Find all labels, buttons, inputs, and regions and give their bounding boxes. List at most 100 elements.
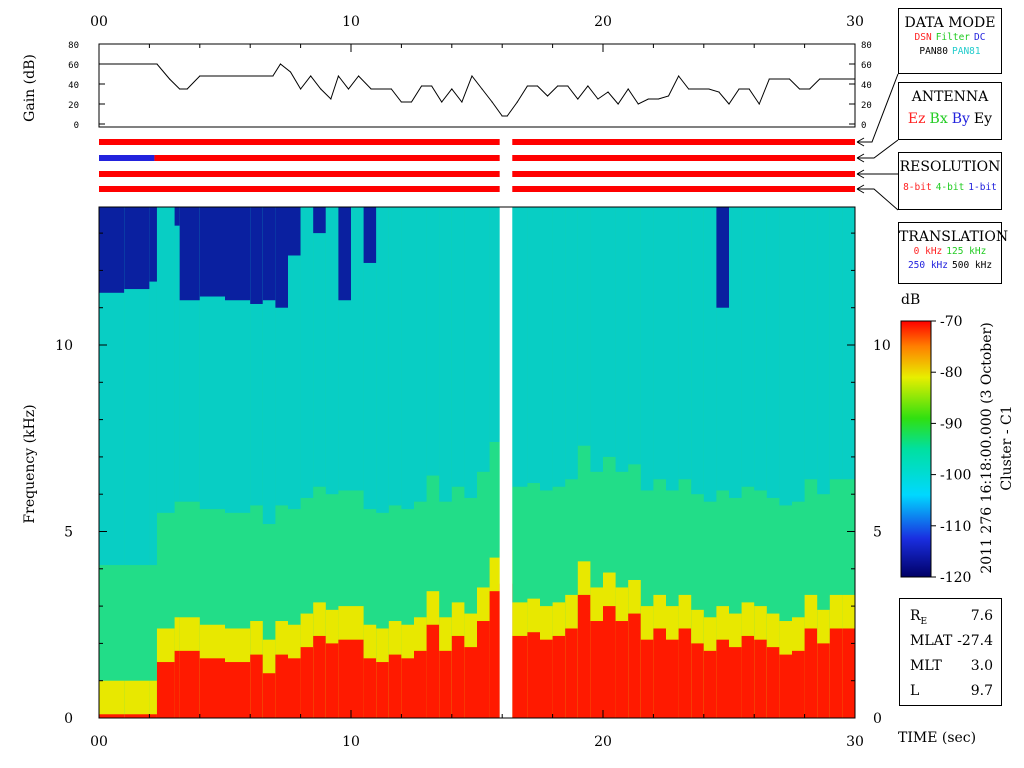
spectrogram-cell: [179, 207, 200, 301]
orbit-info-mlat: MLAT -27.4: [900, 629, 1001, 654]
spectrogram-cell: [716, 207, 729, 308]
spectrogram-cell: [577, 207, 591, 446]
colorbar-tick-label: -80: [940, 365, 963, 381]
gain-point: [380, 88, 382, 90]
spectrogram-cell: [754, 207, 767, 491]
spectrogram-cell: [565, 207, 578, 480]
mode-bar-segment: [512, 155, 855, 161]
spectrogram-cell: [842, 207, 855, 480]
spectrogram-cell: [615, 207, 629, 472]
legend-entry: 0 kHz: [913, 246, 943, 257]
spectrogram-cell: [414, 650, 427, 718]
orbit-info-mlt: MLT 3.0: [900, 654, 1001, 679]
spectrogram-cell: [338, 207, 351, 301]
gain-tick-label-left: 60: [68, 61, 79, 71]
freq-tick-label-left: 0: [64, 711, 73, 727]
gain-point: [169, 78, 171, 80]
spectrogram-cell: [313, 207, 326, 487]
gain-point: [819, 78, 821, 80]
gain-frame: [98, 43, 856, 128]
data-mode-legend-title: DATA MODE: [904, 15, 996, 31]
spectrogram-cell: [376, 662, 389, 718]
mode-bar-segment: [99, 155, 155, 161]
spectrogram-cell: [754, 639, 767, 718]
spectrogram-columns: [99, 207, 855, 718]
spectrogram-cell: [288, 207, 301, 256]
spectrogram-cell: [451, 207, 465, 487]
legend-connector: [856, 139, 899, 163]
orbit-info-mlat-name: MLAT: [910, 633, 953, 649]
gain-point: [501, 115, 503, 117]
legend-entry: Bx: [929, 111, 948, 127]
orbit-info-mlat-value: -27.4: [957, 633, 993, 649]
gain-point: [272, 75, 274, 77]
gain-tick-label-right: 40: [861, 81, 872, 91]
legend-entry: Ez: [907, 111, 926, 127]
colorbar-tick-label: -70: [940, 314, 963, 330]
gain-point: [768, 78, 770, 80]
orbit-info-re-value: 7.6: [970, 608, 993, 624]
spectrogram-cell: [691, 643, 704, 718]
spectrogram-cell: [174, 650, 180, 718]
time-tick-label: 20: [594, 734, 612, 750]
gain-series-points: [98, 63, 856, 117]
gain-point: [647, 98, 649, 100]
gain-point: [506, 115, 508, 117]
spectrogram-cell: [288, 207, 301, 510]
colorbar: dB -70 -80 -90 -100 -110 -120: [900, 292, 971, 586]
gain-point: [728, 103, 730, 105]
gain-point: [300, 88, 302, 90]
gain-tick-label-left: 80: [68, 41, 79, 51]
spectrogram-cell: [149, 207, 157, 282]
translation-legend-row1: 0 kHz 125 kHz: [899, 245, 1001, 259]
freq-tick-label-right: 10: [873, 338, 891, 354]
spectrogram-cell: [703, 650, 717, 718]
spectrogram-cell: [691, 207, 704, 495]
time-tick-label: 10: [342, 734, 360, 750]
gain-point: [668, 95, 670, 97]
spectrogram-cell: [451, 635, 465, 718]
spectrogram-cell: [729, 647, 742, 718]
spectrogram-cell: [99, 207, 125, 293]
legend-entry: Filter: [935, 32, 971, 43]
mode-bar-segment: [512, 186, 855, 192]
gain-point: [557, 85, 559, 87]
spectrogram-cell: [603, 606, 616, 718]
gain-point: [536, 85, 538, 87]
freq-tick-label-left: 5: [64, 525, 73, 541]
spectrogram-cell: [174, 207, 180, 226]
spectrogram-cell: [149, 714, 157, 718]
gain-panel: 0 0 20 20 40 40 60 60 80 80 Gain (dB): [22, 41, 872, 131]
spectrogram-cell: [124, 207, 150, 290]
spectrogram-cell: [666, 639, 679, 718]
spectrogram-cell: [678, 207, 692, 480]
spectrogram-cell: [363, 207, 377, 510]
spectrogram-cell: [464, 207, 477, 498]
gain-ticks: 0 0 20 20 40 40 60 60 80 80: [68, 41, 872, 131]
spectrogram-cell: [401, 658, 414, 718]
gain-point: [809, 88, 811, 90]
spectrogram-cell: [540, 207, 553, 491]
top-time-tick-label: 10: [342, 14, 360, 30]
antenna-legend: ANTENNA Ez Bx By Ey: [898, 82, 1002, 140]
time-tick-label: 30: [846, 734, 864, 750]
gain-point: [587, 85, 589, 87]
gain-point: [778, 78, 780, 80]
orbit-info-l: L 9.7: [900, 679, 1001, 704]
spectrogram-cell: [804, 628, 818, 718]
spectrogram-cell: [779, 207, 792, 506]
spectrogram-cell: [275, 207, 288, 308]
resolution-legend-row1: 8-bit 4-bit 1-bit: [899, 181, 1001, 195]
spectrogram-cell: [275, 654, 288, 718]
spectrogram-cell: [426, 207, 440, 476]
top-time-tick-label: 00: [90, 14, 108, 30]
colorbar-tick-label: -90: [940, 416, 963, 432]
spectrogram-cell: [351, 207, 364, 491]
orbit-info-l-name: L: [910, 683, 920, 699]
spectrogram-cell: [250, 654, 263, 718]
gain-point: [627, 88, 629, 90]
spectrogram-cell: [156, 207, 175, 513]
spectrogram-cell: [829, 207, 843, 480]
